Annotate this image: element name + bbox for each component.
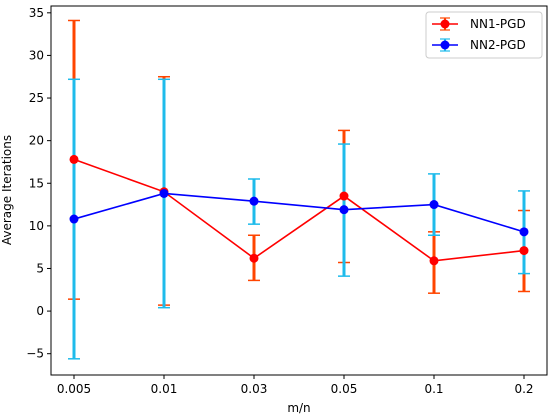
y-tick-label: 5 bbox=[36, 261, 44, 275]
legend-label: NN2-PGD bbox=[470, 38, 526, 52]
x-axis-label: m/n bbox=[287, 401, 310, 415]
legend-entry: NN2-PGD bbox=[432, 38, 526, 52]
y-tick-label: 0 bbox=[36, 304, 44, 318]
data-point bbox=[429, 200, 439, 210]
x-tick-label: 0.005 bbox=[57, 382, 91, 396]
series-2 bbox=[69, 188, 529, 237]
y-tick-label: 20 bbox=[29, 134, 44, 148]
data-point bbox=[339, 191, 349, 201]
data-point bbox=[249, 196, 259, 206]
legend-entry: NN1-PGD bbox=[432, 17, 526, 31]
x-tick-label: 0.01 bbox=[151, 382, 178, 396]
y-tick-label: 15 bbox=[29, 176, 44, 190]
y-tick-label: −5 bbox=[26, 347, 44, 361]
y-tick-label: 30 bbox=[29, 48, 44, 62]
x-tick-label: 0.03 bbox=[241, 382, 268, 396]
x-tick-label: 0.1 bbox=[424, 382, 443, 396]
legend-label: NN1-PGD bbox=[470, 17, 526, 31]
data-point bbox=[159, 188, 169, 198]
plot-area bbox=[68, 19, 530, 360]
legend-marker bbox=[440, 40, 450, 50]
legend: NN1-PGD NN2-PGD bbox=[425, 11, 543, 59]
data-point bbox=[429, 256, 439, 266]
data-point bbox=[339, 205, 349, 215]
series-line bbox=[73, 192, 525, 233]
x-tick-label: 0.2 bbox=[514, 382, 533, 396]
data-point bbox=[249, 253, 259, 263]
data-point bbox=[69, 214, 79, 224]
data-point bbox=[519, 227, 529, 237]
data-point bbox=[69, 154, 79, 164]
data-point bbox=[519, 246, 529, 256]
x-tick-label: 0.05 bbox=[331, 382, 358, 396]
axes-frame bbox=[50, 5, 548, 376]
legend-marker bbox=[440, 19, 450, 29]
y-axis-label: Average Iterations bbox=[0, 135, 14, 245]
y-axis: −5 0 5 10 15 20 25 30 35 bbox=[26, 6, 51, 361]
y-tick-label: 35 bbox=[29, 6, 44, 20]
x-axis: 0.005 0.01 0.03 0.05 0.1 0.2 bbox=[57, 375, 534, 396]
y-tick-label: 10 bbox=[29, 219, 44, 233]
series-line bbox=[73, 158, 525, 262]
y-tick-label: 25 bbox=[29, 91, 44, 105]
